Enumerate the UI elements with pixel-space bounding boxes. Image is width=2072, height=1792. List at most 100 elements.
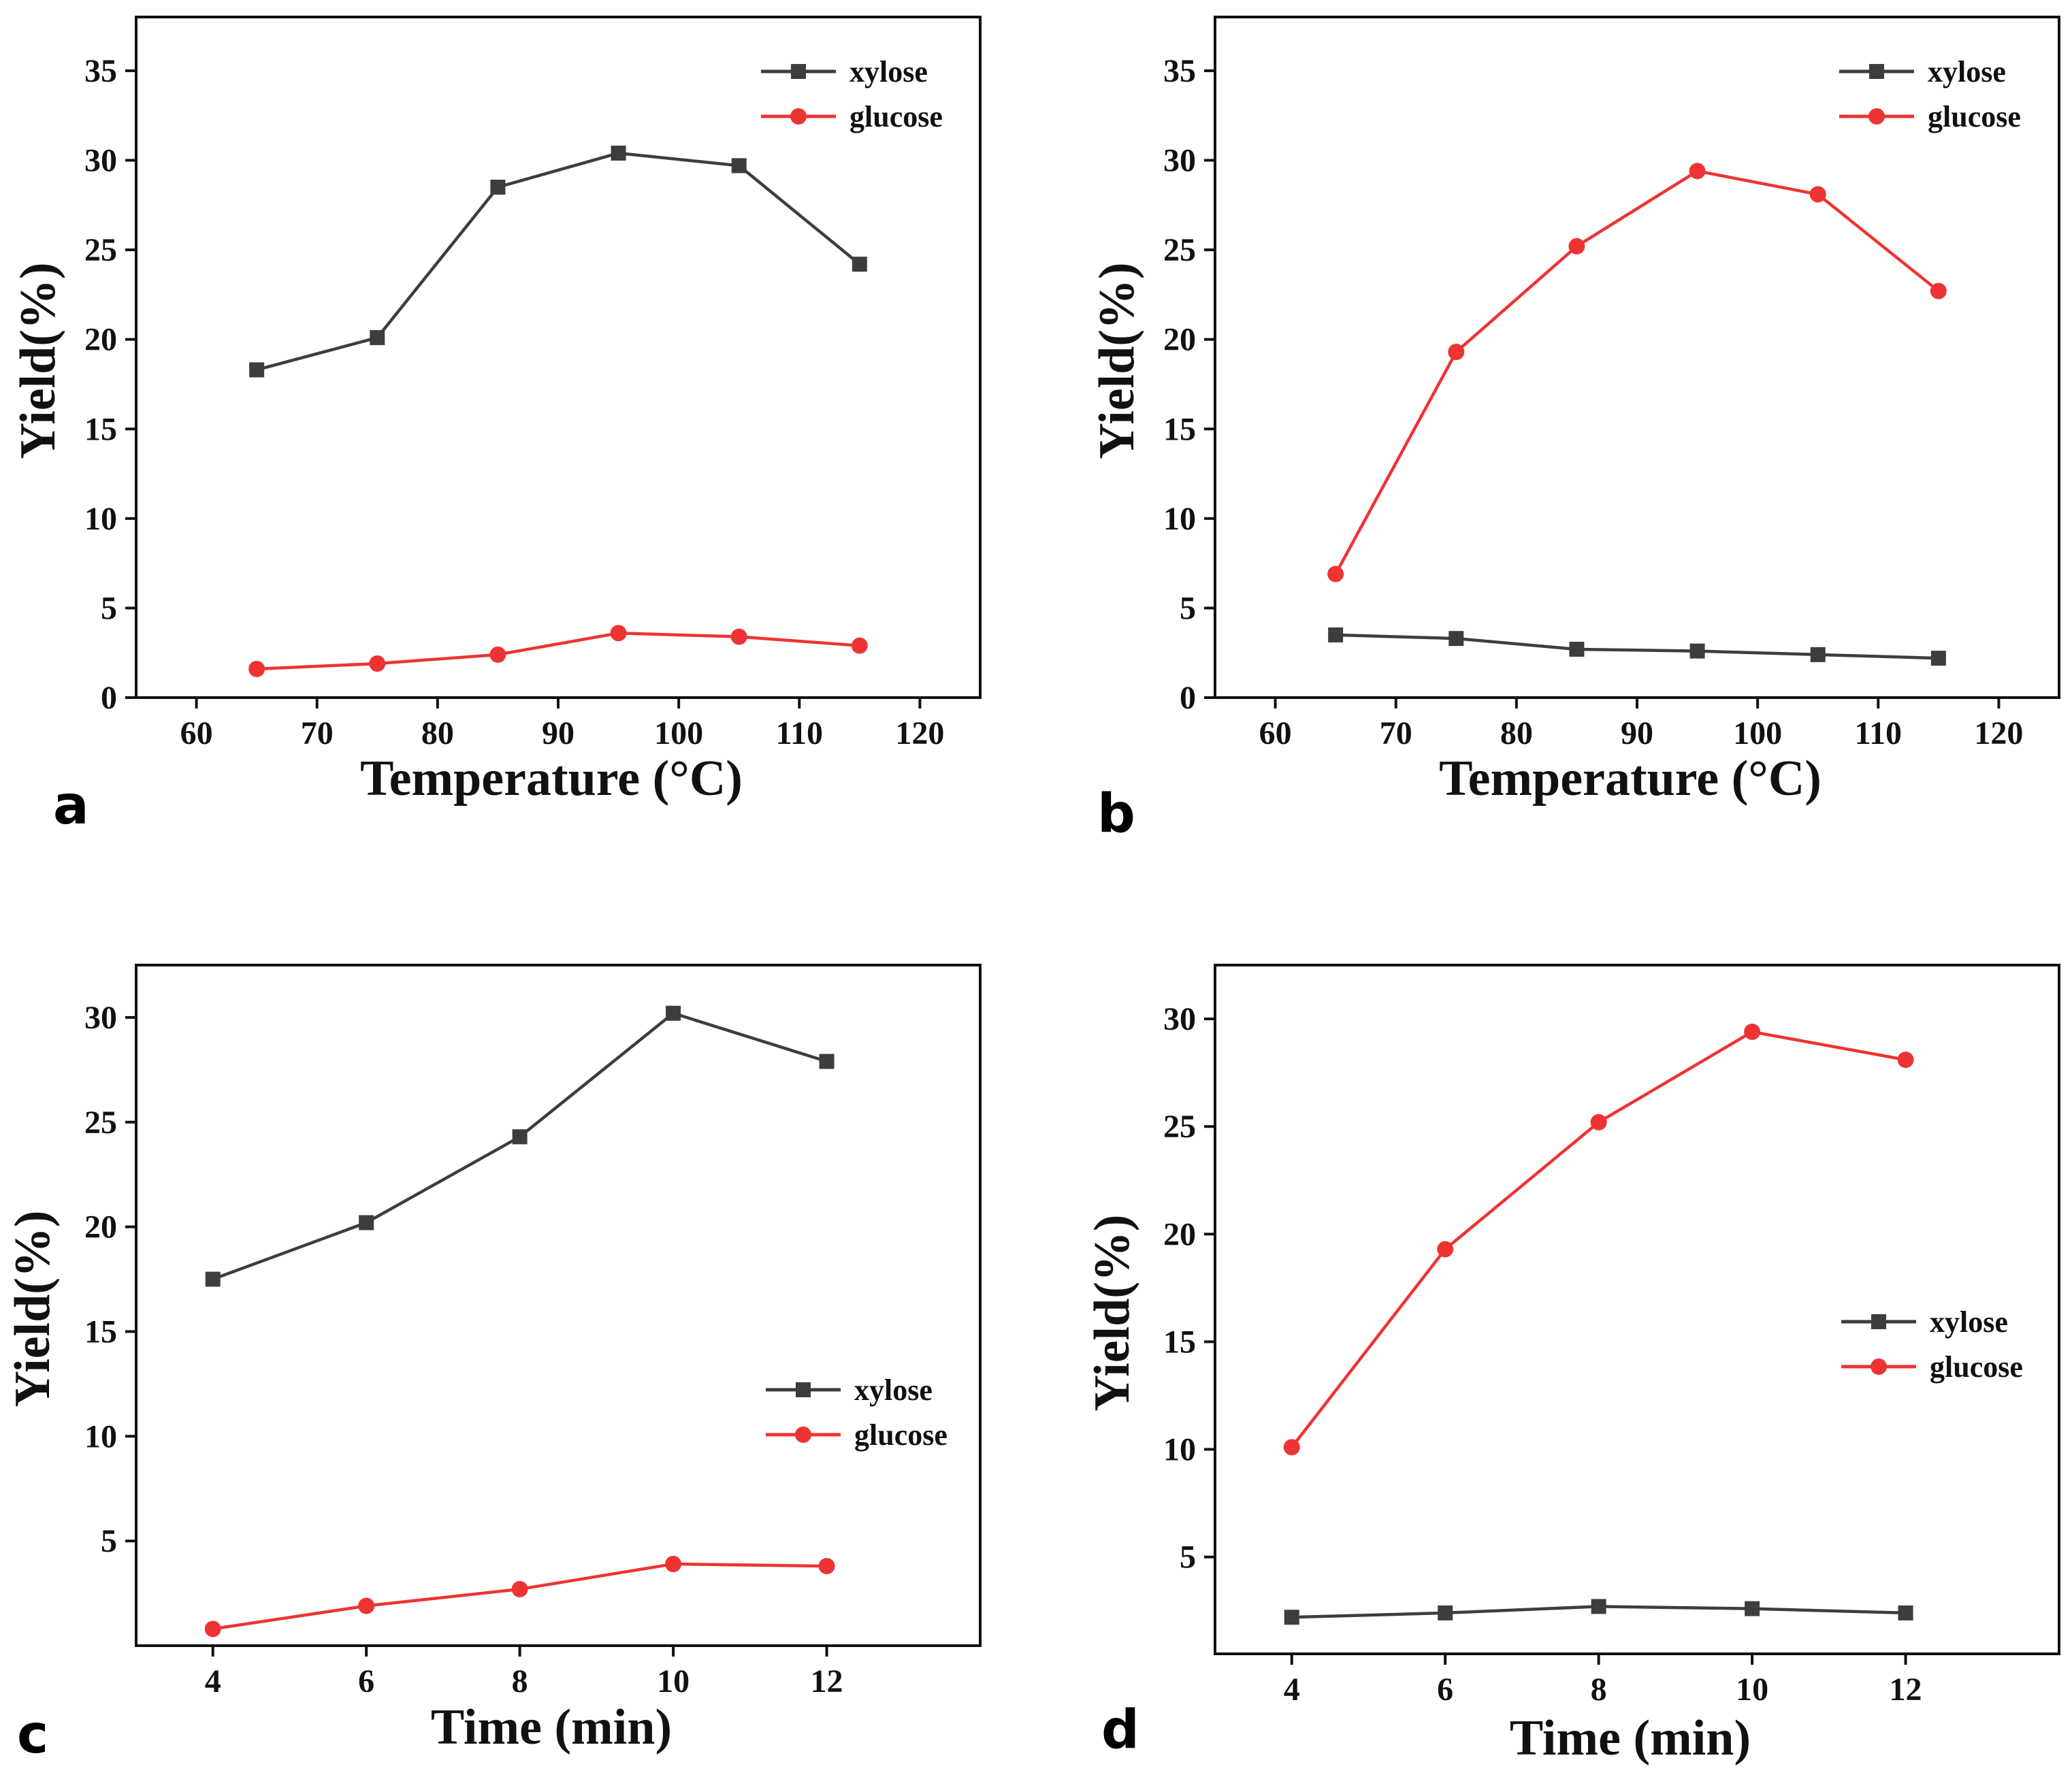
x-tick-label: 6 <box>1437 1672 1453 1708</box>
xylose-point <box>1284 1610 1299 1625</box>
glucose-point <box>489 646 506 663</box>
x-tick-label: 80 <box>1500 715 1533 751</box>
legend-marker-xylose <box>1871 1314 1886 1329</box>
series-line-glucose <box>1290 1030 1906 1448</box>
y-tick-label: 5 <box>1180 590 1196 626</box>
legend-label-glucose: glucose <box>1928 100 2021 133</box>
glucose-point <box>1437 1241 1454 1258</box>
glucose-point <box>610 625 627 642</box>
legend-marker-glucose <box>795 1427 811 1443</box>
xylose-point <box>370 330 385 346</box>
y-axis-title: Yield(%) <box>1089 262 1145 459</box>
series-line-xylose <box>212 1011 828 1281</box>
x-tick-label: 60 <box>1259 715 1292 751</box>
glucose-point <box>358 1597 375 1614</box>
xylose-point <box>852 257 867 272</box>
y-tick-label: 0 <box>101 680 117 716</box>
x-tick-label: 6 <box>358 1663 374 1699</box>
x-tick-label: 12 <box>811 1663 843 1699</box>
chart-panel-d: 4 6 8 10 12 5 10 15 20 25 30 Time (min) Yield(%) xylo… <box>1084 964 2060 1766</box>
y-tick-label: 30 <box>1163 1001 1196 1037</box>
y-axis-title: Yield(%) <box>5 1210 61 1407</box>
y-tick-label: 15 <box>84 1314 117 1350</box>
xylose-point <box>666 1005 681 1021</box>
glucose-point <box>1744 1024 1761 1041</box>
x-axis-title: Temperature (°C) <box>1439 751 1822 807</box>
y-tick-label: 25 <box>84 1105 117 1141</box>
legend-label-glucose: glucose <box>849 100 943 133</box>
legend-label-glucose: glucose <box>854 1418 948 1452</box>
legend-marker-xylose <box>1869 64 1884 79</box>
y-tick-label: 25 <box>1163 1109 1196 1145</box>
plot-frame <box>1214 964 2060 1655</box>
glucose-point <box>1689 163 1706 180</box>
x-tick-label: 10 <box>1736 1672 1768 1708</box>
x-tick-label: 90 <box>1621 715 1653 751</box>
y-axis-title: Yield(%) <box>10 262 66 459</box>
y-tick-label: 20 <box>1163 322 1196 358</box>
x-tick-label: 100 <box>1733 715 1782 751</box>
glucose-point <box>369 655 386 672</box>
panel-label: c <box>17 1704 48 1765</box>
x-tick-label: 120 <box>1974 715 2023 751</box>
legend-label-xylose: xylose <box>854 1373 933 1407</box>
plot-frame <box>135 964 982 1647</box>
xylose-point <box>1745 1601 1760 1616</box>
x-tick-label: 8 <box>512 1663 528 1699</box>
xylose-point <box>1438 1605 1453 1620</box>
x-tick-label: 110 <box>776 715 823 751</box>
glucose-point <box>204 1620 221 1638</box>
x-tick-label: 110 <box>1855 715 1902 751</box>
chart-panel-c: 4 6 8 10 12 5 10 15 20 25 30 Time (min) Yield(%) xylo… <box>5 964 982 1765</box>
glucose-point <box>1809 186 1826 203</box>
y-tick-label: 35 <box>84 53 117 89</box>
y-tick-label: 5 <box>1180 1540 1196 1576</box>
y-tick-label: 15 <box>84 411 117 447</box>
glucose-point <box>1448 344 1465 361</box>
y-tick-label: 20 <box>84 322 117 358</box>
glucose-point <box>248 660 265 677</box>
x-axis-title: Time (min) <box>431 1699 672 1755</box>
xylose-point <box>1569 641 1585 657</box>
legend-label-xylose: xylose <box>1928 55 2006 88</box>
series-line-xylose <box>1336 633 1939 660</box>
series-line-xylose <box>256 151 861 372</box>
x-tick-label: 100 <box>654 715 703 751</box>
glucose-point <box>1568 238 1585 255</box>
panel-label: a <box>53 775 89 836</box>
xylose-point <box>731 158 747 174</box>
x-tick-label: 60 <box>180 715 213 751</box>
x-tick-label: 90 <box>542 715 574 751</box>
y-tick-label: 0 <box>1180 680 1196 716</box>
y-tick-label: 20 <box>1163 1216 1196 1252</box>
y-tick-label: 30 <box>1163 143 1196 179</box>
legend-marker-xylose <box>796 1382 811 1397</box>
y-tick-label: 10 <box>84 501 117 537</box>
x-tick-label: 120 <box>895 715 944 751</box>
xylose-point <box>1448 631 1464 647</box>
xylose-point <box>249 362 265 378</box>
glucose-point <box>1590 1113 1607 1130</box>
y-tick-label: 10 <box>84 1418 117 1454</box>
x-tick-label: 8 <box>1591 1672 1607 1708</box>
legend-marker-glucose <box>790 108 807 125</box>
legend-label-xylose: xylose <box>1930 1305 2008 1339</box>
y-tick-label: 5 <box>101 1523 117 1559</box>
y-tick-label: 35 <box>1163 53 1196 89</box>
xylose-point <box>1591 1599 1606 1614</box>
x-tick-label: 12 <box>1890 1672 1922 1708</box>
legend-label-xylose: xylose <box>849 55 928 88</box>
y-tick-label: 10 <box>1163 1432 1196 1468</box>
y-tick-label: 25 <box>84 232 117 268</box>
xylose-point <box>359 1215 374 1231</box>
xylose-point <box>512 1129 528 1145</box>
legend-marker-xylose <box>791 64 806 79</box>
xylose-point <box>1898 1605 1913 1620</box>
glucose-point <box>511 1580 528 1597</box>
legend-marker-glucose <box>1871 1358 1887 1375</box>
chart-panel-a: 60 70 80 90 100 110 120 0 5 10 15 20 25 30 35 Temperatu… <box>10 16 982 836</box>
xylose-point <box>611 146 626 161</box>
y-tick-label: 15 <box>1163 1324 1196 1360</box>
xylose-point <box>205 1271 221 1287</box>
